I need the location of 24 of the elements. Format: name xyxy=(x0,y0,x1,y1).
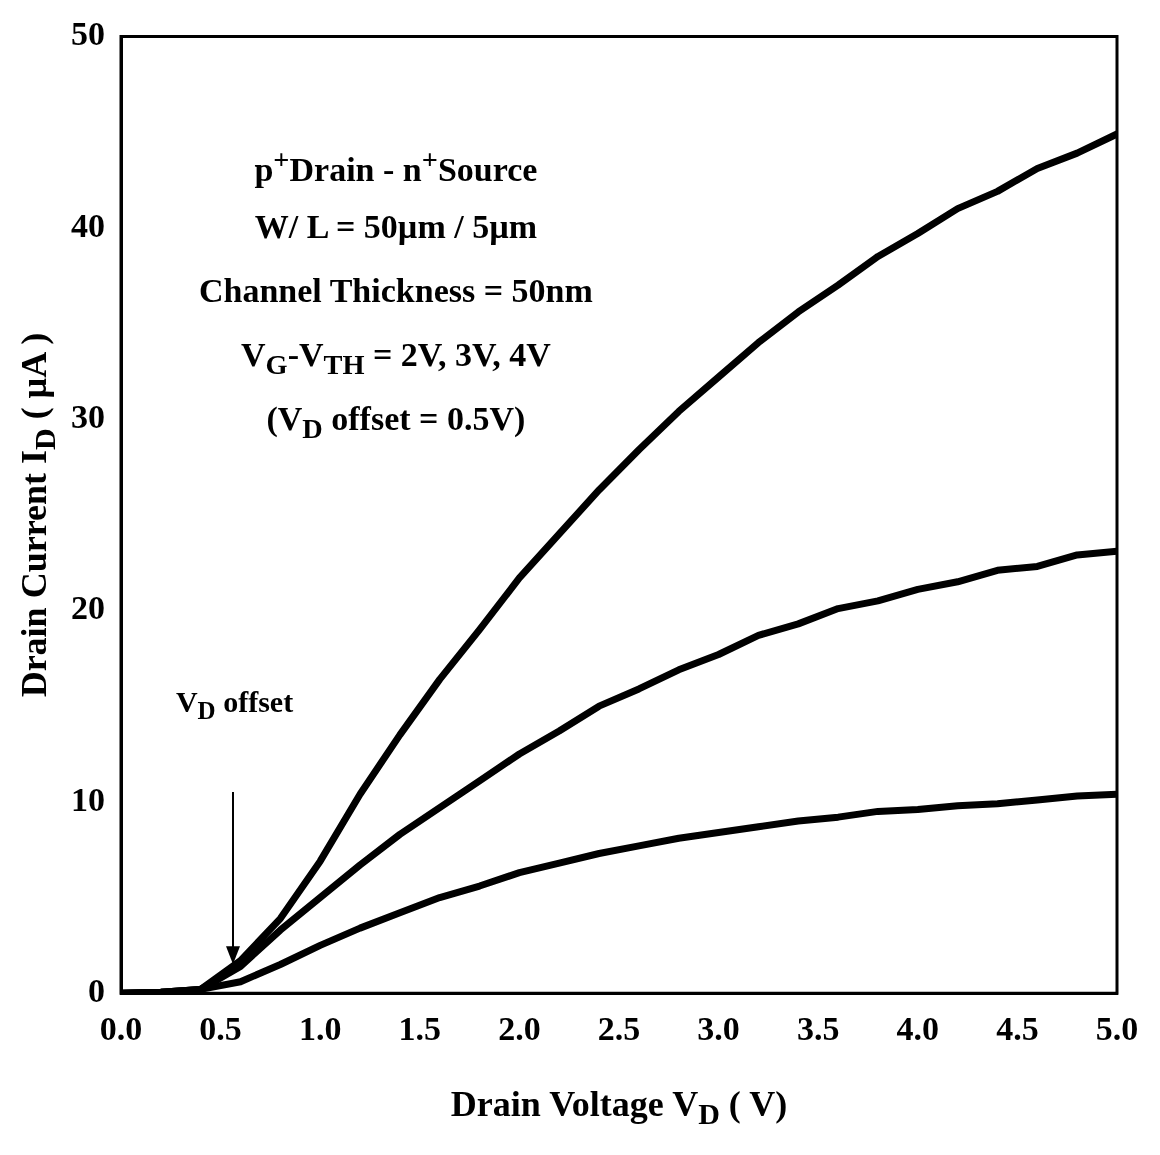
x-tick-label: 5.0 xyxy=(1095,1010,1139,1048)
annotation: V$_{G}$-V$_{TH}$ = 2V, 3V, 4V xyxy=(241,336,551,381)
y-tick-label: 20 xyxy=(71,589,105,627)
annotation: V$_{D}$ offset xyxy=(175,685,294,725)
y-tick-label: 10 xyxy=(71,780,105,818)
annotation: p$^{+}$Drain - n$^{+}$Source xyxy=(254,144,538,190)
y-tick-label: 40 xyxy=(71,206,105,244)
annotation: Channel Thickness = 50nm xyxy=(198,272,593,310)
x-tick-label: 3.5 xyxy=(796,1010,840,1048)
x-tick-label: 4.5 xyxy=(996,1010,1039,1048)
x-tick-label: 0.0 xyxy=(99,1010,143,1048)
x-axis-title: Drain Voltage V$_{D}$ ( V) xyxy=(450,1084,788,1131)
x-tick-label: 1.0 xyxy=(298,1010,342,1048)
x-tick-label: 2.0 xyxy=(498,1010,541,1048)
x-tick-label: 1.5 xyxy=(398,1010,442,1048)
y-tick-label: 0 xyxy=(88,971,105,1009)
annotation: (V$_{D}$ offset = 0.5V) xyxy=(266,400,526,445)
x-tick-label: 0.5 xyxy=(199,1010,242,1048)
x-tick-label: 4.0 xyxy=(896,1010,940,1048)
x-tick-label: 3.0 xyxy=(697,1010,740,1048)
x-tick-label: 2.5 xyxy=(597,1010,641,1048)
y-tick-label: 30 xyxy=(71,397,105,435)
y-tick-label: 50 xyxy=(71,15,105,53)
annotation: W/ L = 50µm / 5µm xyxy=(254,208,538,246)
